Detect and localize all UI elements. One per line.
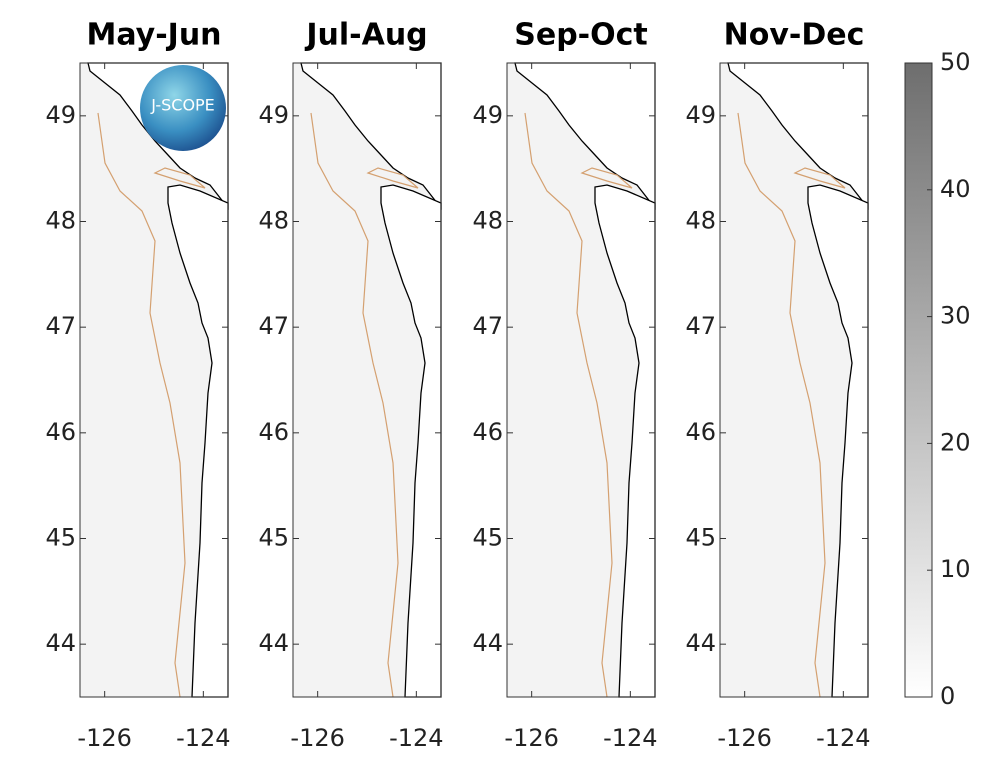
y-tick-label: 46 (258, 418, 289, 446)
y-tick-label: 47 (258, 312, 289, 340)
y-tick-label: 47 (685, 312, 716, 340)
y-tick-label: 49 (45, 101, 76, 129)
colorbar-tick-label: 0 (940, 682, 955, 710)
panel-frame (292, 62, 442, 698)
logo (140, 65, 226, 151)
y-tick-label: 49 (685, 101, 716, 129)
panel-title: Sep-Oct (514, 18, 648, 53)
y-tick-label: 47 (45, 312, 76, 340)
x-tick-label: -124 (389, 724, 443, 752)
logo-text: J-SCOPE (150, 96, 215, 115)
panel-title: Jul-Aug (304, 18, 427, 53)
colorbar-tick-label: 10 (940, 555, 971, 583)
colorbar (904, 62, 933, 698)
y-tick-label: 45 (472, 524, 503, 552)
panel-frame (79, 62, 229, 698)
y-tick-label: 48 (472, 207, 503, 235)
y-tick-label: 48 (685, 207, 716, 235)
y-tick-label: 45 (258, 524, 289, 552)
y-tick-label: 44 (45, 629, 76, 657)
y-tick-label: 47 (472, 312, 503, 340)
x-tick-label: -124 (603, 724, 657, 752)
panel-frame (506, 62, 656, 698)
panel-title: Nov-Dec (724, 18, 865, 53)
x-tick-label: -126 (717, 724, 771, 752)
x-tick-label: -126 (77, 724, 131, 752)
y-tick-label: 44 (685, 629, 716, 657)
y-tick-label: 49 (472, 101, 503, 129)
x-tick-label: -124 (176, 724, 230, 752)
x-tick-label: -126 (504, 724, 558, 752)
y-tick-label: 49 (258, 101, 289, 129)
panel-frame (719, 62, 869, 698)
colorbar-tick-label: 40 (940, 175, 971, 203)
panel-title: May-Jun (86, 18, 221, 53)
y-tick-label: 46 (472, 418, 503, 446)
colorbar-tick-label: 30 (940, 302, 971, 330)
colorbar-tick-label: 50 (940, 48, 971, 76)
y-tick-label: 46 (685, 418, 716, 446)
y-tick-label: 45 (685, 524, 716, 552)
y-tick-label: 44 (258, 629, 289, 657)
x-tick-label: -124 (816, 724, 870, 752)
y-tick-label: 45 (45, 524, 76, 552)
y-tick-label: 44 (472, 629, 503, 657)
x-tick-label: -126 (290, 724, 344, 752)
y-tick-label: 48 (258, 207, 289, 235)
colorbar-tick-label: 20 (940, 428, 971, 456)
y-tick-label: 48 (45, 207, 76, 235)
y-tick-label: 46 (45, 418, 76, 446)
